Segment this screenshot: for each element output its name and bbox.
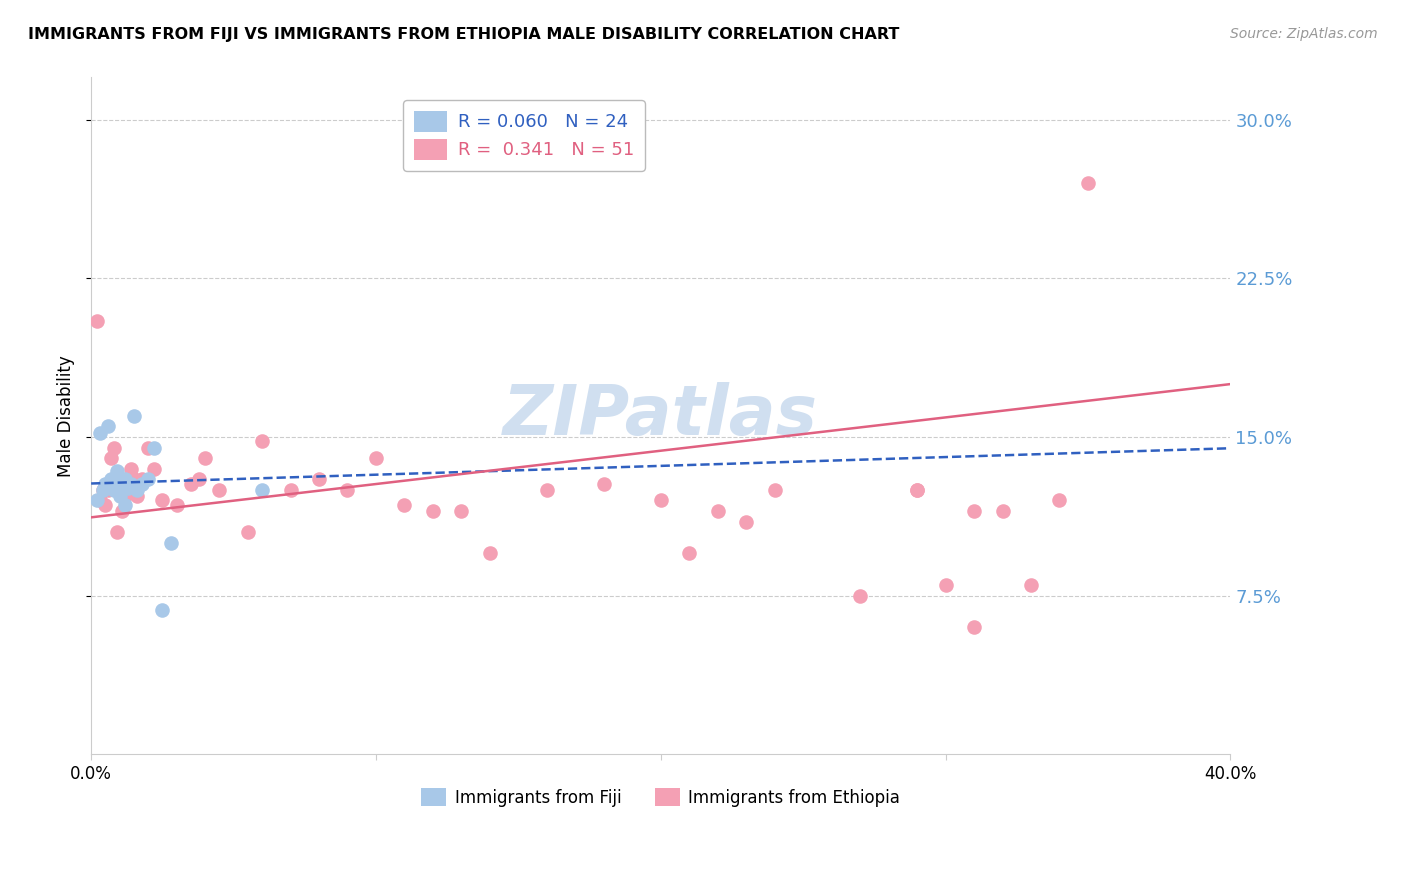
Point xyxy=(103,483,125,497)
Text: ZIPatlas: ZIPatlas xyxy=(503,383,818,450)
Point xyxy=(905,483,928,497)
Point xyxy=(150,603,173,617)
Point xyxy=(1049,493,1071,508)
Point xyxy=(108,472,131,486)
Point xyxy=(91,483,114,497)
Point xyxy=(122,409,145,423)
Point xyxy=(97,483,120,497)
Point xyxy=(336,483,359,497)
Point xyxy=(194,451,217,466)
Point xyxy=(963,504,986,518)
Point xyxy=(592,476,614,491)
Point xyxy=(111,504,134,518)
Point xyxy=(280,483,302,497)
Legend: Immigrants from Fiji, Immigrants from Ethiopia: Immigrants from Fiji, Immigrants from Et… xyxy=(415,781,907,814)
Point xyxy=(160,535,183,549)
Point xyxy=(150,493,173,508)
Point xyxy=(250,434,273,449)
Point xyxy=(89,425,111,440)
Point xyxy=(991,504,1014,518)
Point xyxy=(142,461,165,475)
Point xyxy=(650,493,672,508)
Point xyxy=(136,441,159,455)
Point xyxy=(250,483,273,497)
Point xyxy=(120,476,142,491)
Point xyxy=(122,472,145,486)
Point xyxy=(849,589,872,603)
Point xyxy=(450,504,472,518)
Point xyxy=(678,546,700,560)
Point xyxy=(180,476,202,491)
Point xyxy=(111,483,134,497)
Point xyxy=(114,489,136,503)
Point xyxy=(108,489,131,503)
Point xyxy=(1019,578,1042,592)
Point xyxy=(308,472,330,486)
Point xyxy=(105,464,128,478)
Point xyxy=(114,498,136,512)
Point xyxy=(105,525,128,540)
Point xyxy=(763,483,786,497)
Point xyxy=(963,620,986,634)
Point xyxy=(103,441,125,455)
Point xyxy=(125,489,148,503)
Point xyxy=(117,481,139,495)
Point xyxy=(735,515,758,529)
Point xyxy=(86,313,108,327)
Point xyxy=(100,472,122,486)
Point xyxy=(142,441,165,455)
Point xyxy=(94,476,117,491)
Point xyxy=(120,461,142,475)
Point xyxy=(208,483,231,497)
Point xyxy=(136,472,159,486)
Point xyxy=(394,498,416,512)
Point xyxy=(422,504,444,518)
Point xyxy=(905,483,928,497)
Text: IMMIGRANTS FROM FIJI VS IMMIGRANTS FROM ETHIOPIA MALE DISABILITY CORRELATION CHA: IMMIGRANTS FROM FIJI VS IMMIGRANTS FROM … xyxy=(28,27,900,42)
Point xyxy=(166,498,188,512)
Point xyxy=(125,483,148,497)
Point xyxy=(94,498,117,512)
Point xyxy=(97,419,120,434)
Point xyxy=(91,483,114,497)
Point xyxy=(108,476,131,491)
Point xyxy=(364,451,387,466)
Y-axis label: Male Disability: Male Disability xyxy=(58,355,75,476)
Point xyxy=(131,472,153,486)
Point xyxy=(478,546,501,560)
Point xyxy=(188,472,211,486)
Point xyxy=(103,481,125,495)
Point xyxy=(236,525,259,540)
Point xyxy=(1077,176,1099,190)
Point xyxy=(89,493,111,508)
Text: Source: ZipAtlas.com: Source: ZipAtlas.com xyxy=(1230,27,1378,41)
Point xyxy=(114,472,136,486)
Point xyxy=(117,483,139,497)
Point xyxy=(131,476,153,491)
Point xyxy=(100,451,122,466)
Point xyxy=(86,493,108,508)
Point xyxy=(536,483,558,497)
Point xyxy=(706,504,728,518)
Point xyxy=(935,578,957,592)
